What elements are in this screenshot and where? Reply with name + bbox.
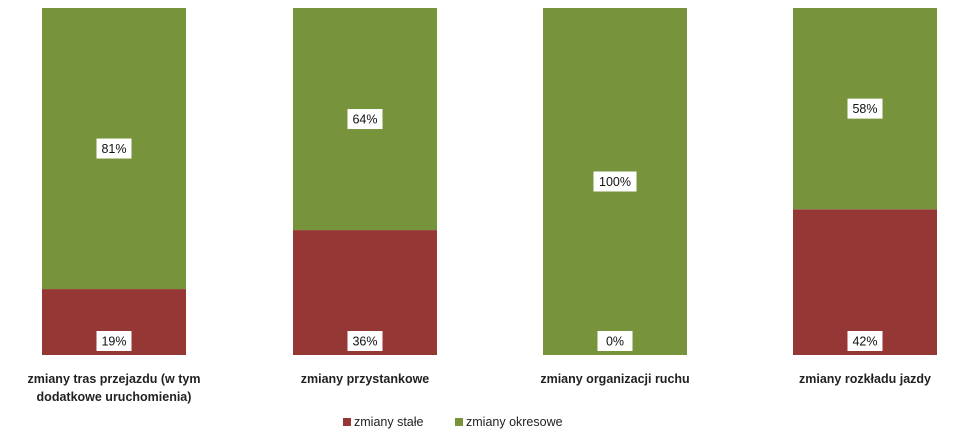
data-label-stale-3: 0% [606,335,624,349]
legend: zmiany stałe zmiany okresowe [343,415,563,429]
legend-label-okresowe: zmiany okresowe [466,415,563,429]
data-label-stale-4: 42% [852,335,877,349]
data-label-stale-2-group: 36% [347,331,383,351]
data-label-okresowe-1-box [96,138,132,159]
bar-segment-stale-4 [793,209,937,355]
data-label-stale-4-group: 42% [847,331,883,351]
legend-swatch-stale [343,418,351,426]
data-labels-group: 19% 81% 36% 64% 0% 100% 42% 58% [96,98,883,351]
bars-group [42,8,937,355]
category-label-4: zmiany rozkładu jazdy [799,372,931,386]
data-label-okresowe-4-box [847,98,883,119]
data-label-stale-3-box [597,331,633,351]
category-label-3: zmiany organizacji ruchu [540,372,689,386]
data-label-okresowe-4: 58% [852,102,877,116]
data-label-okresowe-2-group: 64% [347,109,383,130]
data-label-stale-4-box [847,331,883,351]
legend-swatch-okresowe [455,418,463,426]
category-label-2: zmiany przystankowe [301,372,430,386]
data-label-okresowe-2-box [347,109,383,130]
data-label-okresowe-2: 64% [352,113,377,127]
data-label-stale-1-group: 19% [96,331,132,351]
data-label-okresowe-4-group: 58% [847,98,883,119]
category-label-1-line-1: zmiany tras przejazdu (w tym [28,372,201,386]
data-label-stale-2-box [347,331,383,351]
data-label-stale-3-group: 0% [597,331,633,351]
data-label-stale-2: 36% [352,335,377,349]
data-label-okresowe-1: 81% [101,142,126,156]
data-label-okresowe-3: 100% [599,175,631,189]
data-label-stale-1: 19% [101,335,126,349]
data-label-okresowe-3-box [593,171,637,192]
data-label-okresowe-3-group: 100% [593,171,637,192]
data-label-okresowe-1-group: 81% [96,138,132,159]
category-labels-group: zmiany tras przejazdu (w tym dodatkowe ur… [28,372,932,404]
legend-label-stale: zmiany stałe [354,415,424,429]
data-label-stale-1-box [96,331,132,351]
category-label-1-line-2: dodatkowe uruchomienia) [37,390,192,404]
